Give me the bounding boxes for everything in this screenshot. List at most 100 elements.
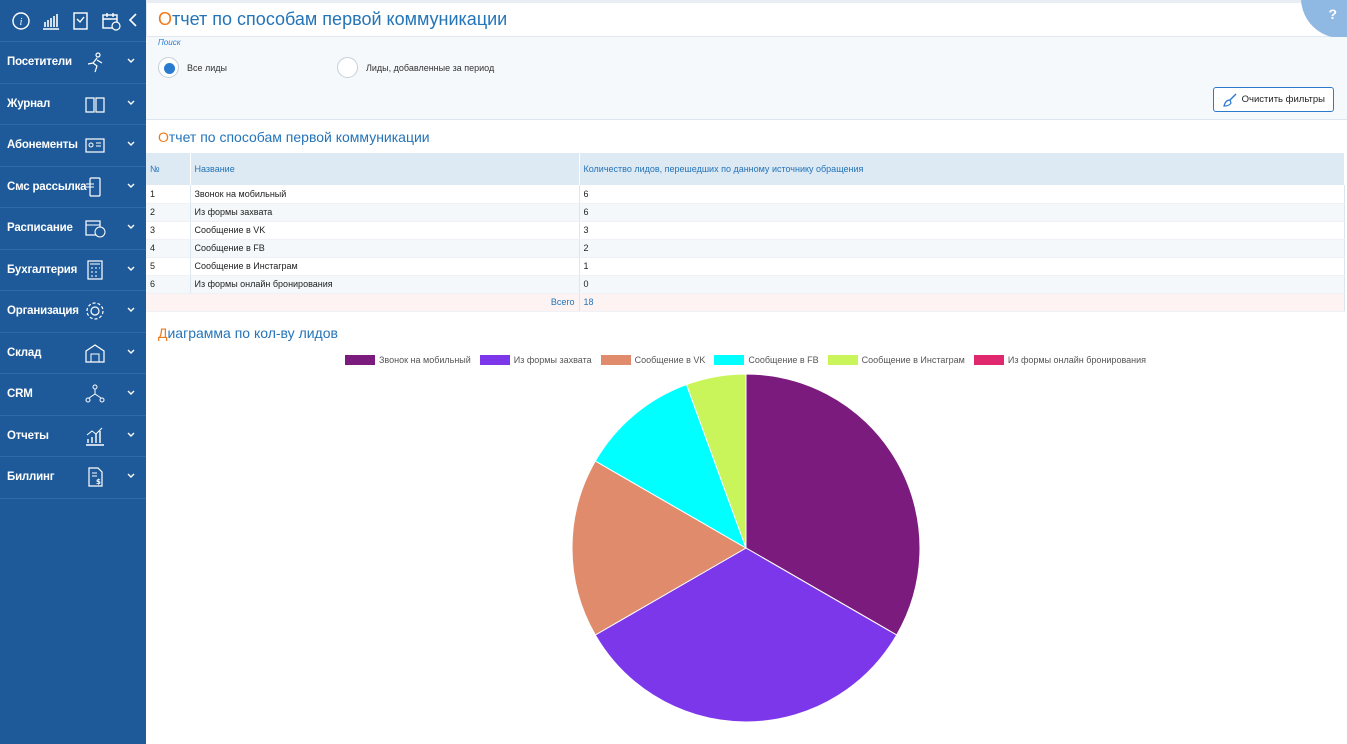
runner-icon: [84, 51, 106, 73]
card-icon: [84, 134, 106, 156]
table-row: 6 Из формы онлайн бронирования 0: [146, 275, 1345, 294]
filters-panel: Поиск Все лиды Лиды, добавленные за пери…: [146, 37, 1347, 120]
chevron-down-icon[interactable]: [126, 264, 136, 274]
pie-slice[interactable]: [571, 460, 747, 636]
table-cell: 1: [579, 257, 1345, 276]
warehouse-icon: [84, 342, 106, 364]
chevron-down-icon[interactable]: [126, 181, 136, 191]
sidebar-item-7[interactable]: Склад: [0, 333, 146, 374]
sidebar-item-6[interactable]: Организация: [0, 291, 146, 333]
legend-item[interactable]: Сообщение в Инстаграм: [827, 355, 965, 365]
table-cell: 2: [579, 239, 1345, 258]
table-row: 4 Сообщение в FB 2: [146, 239, 1345, 258]
legend-swatch: [600, 355, 631, 365]
chevron-down-icon[interactable]: [126, 56, 136, 66]
sidebar-item-label: Смс рассылка: [7, 180, 87, 193]
sidebar-item-8[interactable]: CRM: [0, 374, 146, 416]
table-cell: Сообщение в FB: [190, 239, 580, 258]
sidebar-item-label: Отчеты: [7, 429, 49, 442]
table-cell: Из формы захвата: [190, 203, 580, 222]
sidebar-item-9[interactable]: Отчеты: [0, 416, 146, 457]
sidebar-item-0[interactable]: Посетители: [0, 42, 146, 84]
total-value: 18: [579, 293, 1345, 312]
sidebar-item-label: Склад: [7, 346, 42, 359]
chevron-down-icon[interactable]: [126, 98, 136, 108]
legend-item[interactable]: Сообщение в FB: [714, 355, 819, 365]
total-label: Всего: [146, 293, 580, 312]
legend-item[interactable]: Сообщение в VK: [600, 355, 705, 365]
table-cell: 4: [146, 239, 191, 258]
pie-slice[interactable]: [594, 383, 747, 550]
legend-swatch: [345, 355, 375, 365]
info-icon[interactable]: i: [6, 6, 36, 36]
sidebar-item-label: Бухгалтерия: [7, 263, 78, 276]
legend-swatch: [714, 355, 745, 365]
table-cell: 6: [146, 275, 191, 294]
sidebar-item-label: Биллинг: [7, 471, 55, 484]
chevron-down-icon[interactable]: [126, 347, 136, 357]
sidebar-top-icons: i: [0, 0, 146, 42]
report-icon[interactable]: [66, 6, 96, 36]
radio-all-leads[interactable]: Все лиды: [158, 57, 227, 78]
search-label: Поиск: [158, 38, 181, 47]
phone-icon: [84, 176, 106, 198]
radio-circle-checked[interactable]: [158, 57, 179, 78]
sidebar-item-10[interactable]: Биллинг $: [0, 457, 146, 499]
sidebar-item-5[interactable]: Бухгалтерия: [0, 250, 146, 291]
pie-slice[interactable]: [594, 547, 898, 723]
clear-filters-button[interactable]: Очистить фильтры: [1213, 87, 1334, 112]
table-header: № Название Количество лидов, перешедших …: [146, 153, 1345, 185]
calendar-icon[interactable]: [96, 6, 126, 36]
table-row: 1 Звонок на мобильный 6: [146, 185, 1345, 204]
legend-item[interactable]: Из формы захвата: [479, 355, 592, 365]
chevron-down-icon[interactable]: [126, 388, 136, 398]
legend-label: Звонок на мобильный: [379, 355, 471, 365]
sidebar-item-2[interactable]: Абонементы: [0, 125, 146, 167]
radio-all-label: Все лиды: [187, 62, 228, 73]
pie-slice[interactable]: [745, 373, 921, 636]
sidebar-item-4[interactable]: Расписание: [0, 208, 146, 250]
chevron-down-icon[interactable]: [126, 430, 136, 440]
diagram-title-first-letter: Д: [158, 324, 168, 341]
legend-swatch: [479, 355, 510, 365]
legend-label: Из формы онлайн бронирования: [1007, 355, 1147, 365]
radio-period-leads[interactable]: Лиды, добавленные за период: [337, 57, 494, 78]
calculator-icon: [84, 259, 106, 281]
sidebar-item-label: CRM: [7, 388, 33, 401]
sidebar-item-1[interactable]: Журнал: [0, 84, 146, 125]
broom-icon: [1223, 93, 1237, 107]
table-cell: Звонок на мобильный: [190, 185, 580, 204]
legend-item[interactable]: Из формы онлайн бронирования: [973, 355, 1147, 365]
legend-label: Сообщение в Инстаграм: [861, 355, 965, 365]
chevron-down-icon[interactable]: [126, 222, 136, 232]
report-title-first-letter: О: [158, 128, 169, 145]
chevron-down-icon[interactable]: [126, 305, 136, 315]
diagram-title-text: иаграмма по кол-ву лидов: [167, 324, 338, 341]
column-header-count[interactable]: Количество лидов, перешедших по данному …: [579, 153, 1345, 185]
column-header-name[interactable]: Название: [190, 153, 580, 185]
collapse-sidebar-icon[interactable]: [124, 10, 142, 30]
sidebar-item-label: Организация: [7, 305, 79, 318]
table-cell: 6: [579, 203, 1345, 222]
svg-text:i: i: [20, 17, 23, 28]
clear-filters-label: Очистить фильтры: [1241, 94, 1325, 105]
table-cell: 6: [579, 185, 1345, 204]
sidebar-nav: Посетители Журнал Абонементы Смс рассылка Ра…: [0, 42, 146, 499]
help-icon[interactable]: ?: [1328, 6, 1337, 22]
chevron-down-icon[interactable]: [126, 471, 136, 481]
calendar-clock-icon: [84, 217, 106, 239]
stats-icon[interactable]: [36, 6, 66, 36]
legend-item[interactable]: Звонок на мобильный: [345, 355, 471, 365]
table-row: 3 Сообщение в VK 3: [146, 221, 1345, 240]
pie-slice[interactable]: [685, 373, 747, 549]
chevron-down-icon[interactable]: [126, 139, 136, 149]
sidebar-item-3[interactable]: Смс рассылка: [0, 167, 146, 208]
table-cell: Сообщение в Инстаграм: [190, 257, 580, 276]
column-header-number[interactable]: №: [146, 153, 191, 185]
chart-icon: [84, 425, 106, 447]
gear-icon: [84, 300, 106, 322]
radio-circle-unchecked[interactable]: [337, 57, 358, 78]
table-body: 1 Звонок на мобильный 6 2 Из формы захвата 6 3…: [146, 185, 1345, 312]
